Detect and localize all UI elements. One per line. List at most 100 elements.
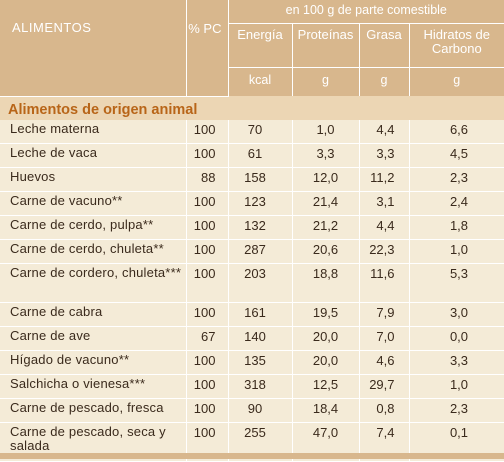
hidratos-cell: 1,0: [409, 374, 504, 399]
hidratos-cell: 2,3: [409, 167, 504, 192]
hidratos-cell: 0,0: [409, 326, 504, 351]
unit-g-grasa: g: [359, 67, 410, 96]
energia-cell: 140: [228, 326, 293, 351]
table-row: Carne de vacuno** 100 123 21,4 3,1 2,4: [0, 191, 504, 216]
proteinas-cell: 1,0: [292, 119, 360, 144]
hidratos-cell: 2,4: [409, 191, 504, 216]
header-energia: Energía: [228, 23, 293, 68]
header-hidratos: Hidratos de Carbono: [409, 23, 504, 68]
header-alimentos: ALIMENTOS: [0, 0, 187, 97]
hidratos-cell: 1,0: [409, 239, 504, 264]
proteinas-cell: 12,0: [292, 167, 360, 192]
proteinas-cell: 21,4: [292, 191, 360, 216]
food-name-cell: Hígado de vacuno**: [0, 350, 187, 375]
energia-cell: 203: [228, 263, 293, 303]
food-name-cell: Carne de cerdo, pulpa**: [0, 215, 187, 240]
grasa-cell: 29,7: [359, 374, 410, 399]
food-name-cell: Leche de vaca: [0, 143, 187, 168]
table-row: Carne de cordero, chuleta*** 100 203 18,8 11…: [0, 263, 504, 303]
grasa-cell: 4,4: [359, 119, 410, 144]
hidratos-cell: 1,8: [409, 215, 504, 240]
energia-cell: 123: [228, 191, 293, 216]
food-name-cell: Huevos: [0, 167, 187, 192]
food-name-cell: Leche materna: [0, 119, 187, 144]
table-row: Carne de ave 67 140 20,0 7,0 0,0: [0, 326, 504, 351]
table-row: Hígado de vacuno** 100 135 20,0 4,6 3,3: [0, 350, 504, 375]
table-row: Carne de cerdo, pulpa** 100 132 21,2 4,4 1,8: [0, 215, 504, 240]
pc-cell: 67: [186, 326, 229, 351]
header-per-100g: en 100 g de parte comestible: [228, 0, 504, 24]
hidratos-cell: 3,0: [409, 302, 504, 327]
table-row: Carne de pescado, fresca 100 90 18,4 0,8 2,3: [0, 398, 504, 423]
grasa-cell: 11,6: [359, 263, 410, 303]
food-name-cell: Carne de cerdo, chuleta**: [0, 239, 187, 264]
bottom-band: [0, 453, 504, 459]
table-row: Leche materna 100 70 1,0 4,4 6,6: [0, 119, 504, 144]
hidratos-cell: 2,3: [409, 398, 504, 423]
table-row: Leche de vaca 100 61 3,3 3,3 4,5: [0, 143, 504, 168]
table-row: Carne de cerdo, chuleta** 100 287 20,6 22,3 1…: [0, 239, 504, 264]
grasa-cell: 4,6: [359, 350, 410, 375]
proteinas-cell: 3,3: [292, 143, 360, 168]
hidratos-cell: 4,5: [409, 143, 504, 168]
energia-cell: 135: [228, 350, 293, 375]
grasa-cell: 3,1: [359, 191, 410, 216]
table-row: Carne de cabra 100 161 19,5 7,9 3,0: [0, 302, 504, 327]
table-row: Salchicha o vienesa*** 100 318 12,5 29,7 1,0: [0, 374, 504, 399]
energia-cell: 61: [228, 143, 293, 168]
pc-cell: 100: [186, 302, 229, 327]
food-name-cell: Salchicha o vienesa***: [0, 374, 187, 399]
hidratos-cell: 5,3: [409, 263, 504, 303]
header-pc: % PC: [186, 0, 229, 97]
food-name-cell: Carne de cabra: [0, 302, 187, 327]
energia-cell: 161: [228, 302, 293, 327]
header-grasa: Grasa: [359, 23, 410, 68]
grasa-cell: 11,2: [359, 167, 410, 192]
proteinas-cell: 20,0: [292, 326, 360, 351]
energia-cell: 287: [228, 239, 293, 264]
pc-cell: 100: [186, 191, 229, 216]
unit-g-proteinas: g: [292, 67, 360, 96]
proteinas-cell: 18,4: [292, 398, 360, 423]
food-name-cell: Carne de cordero, chuleta***: [0, 263, 187, 303]
pc-cell: 100: [186, 143, 229, 168]
food-name-cell: Carne de vacuno**: [0, 191, 187, 216]
energia-cell: 132: [228, 215, 293, 240]
header-proteinas: Proteínas: [292, 23, 360, 68]
energia-cell: 70: [228, 119, 293, 144]
pc-cell: 88: [186, 167, 229, 192]
pc-cell: 100: [186, 350, 229, 375]
pc-cell: 100: [186, 374, 229, 399]
pc-cell: 100: [186, 239, 229, 264]
hidratos-cell: 6,6: [409, 119, 504, 144]
table-body: Alimentos de origen animal Leche materna…: [0, 96, 504, 462]
pc-cell: 100: [186, 263, 229, 303]
grasa-cell: 7,0: [359, 326, 410, 351]
proteinas-cell: 12,5: [292, 374, 360, 399]
proteinas-cell: 20,6: [292, 239, 360, 264]
table-row: Huevos 88 158 12,0 11,2 2,3: [0, 167, 504, 192]
pc-cell: 100: [186, 119, 229, 144]
energia-cell: 158: [228, 167, 293, 192]
energia-cell: 90: [228, 398, 293, 423]
grasa-cell: 3,3: [359, 143, 410, 168]
proteinas-cell: 19,5: [292, 302, 360, 327]
unit-g-hidratos: g: [409, 67, 504, 96]
proteinas-cell: 20,0: [292, 350, 360, 375]
pc-cell: 100: [186, 398, 229, 423]
food-name-cell: Carne de ave: [0, 326, 187, 351]
section-title: Alimentos de origen animal: [0, 96, 504, 120]
grasa-cell: 7,9: [359, 302, 410, 327]
proteinas-cell: 21,2: [292, 215, 360, 240]
pc-cell: 100: [186, 215, 229, 240]
grasa-cell: 4,4: [359, 215, 410, 240]
table-header: ALIMENTOS % PC en 100 g de parte comesti…: [0, 0, 504, 97]
food-name-cell: Carne de pescado, fresca: [0, 398, 187, 423]
energia-cell: 318: [228, 374, 293, 399]
unit-kcal: kcal: [228, 67, 293, 96]
grasa-cell: 0,8: [359, 398, 410, 423]
hidratos-cell: 3,3: [409, 350, 504, 375]
proteinas-cell: 18,8: [292, 263, 360, 303]
